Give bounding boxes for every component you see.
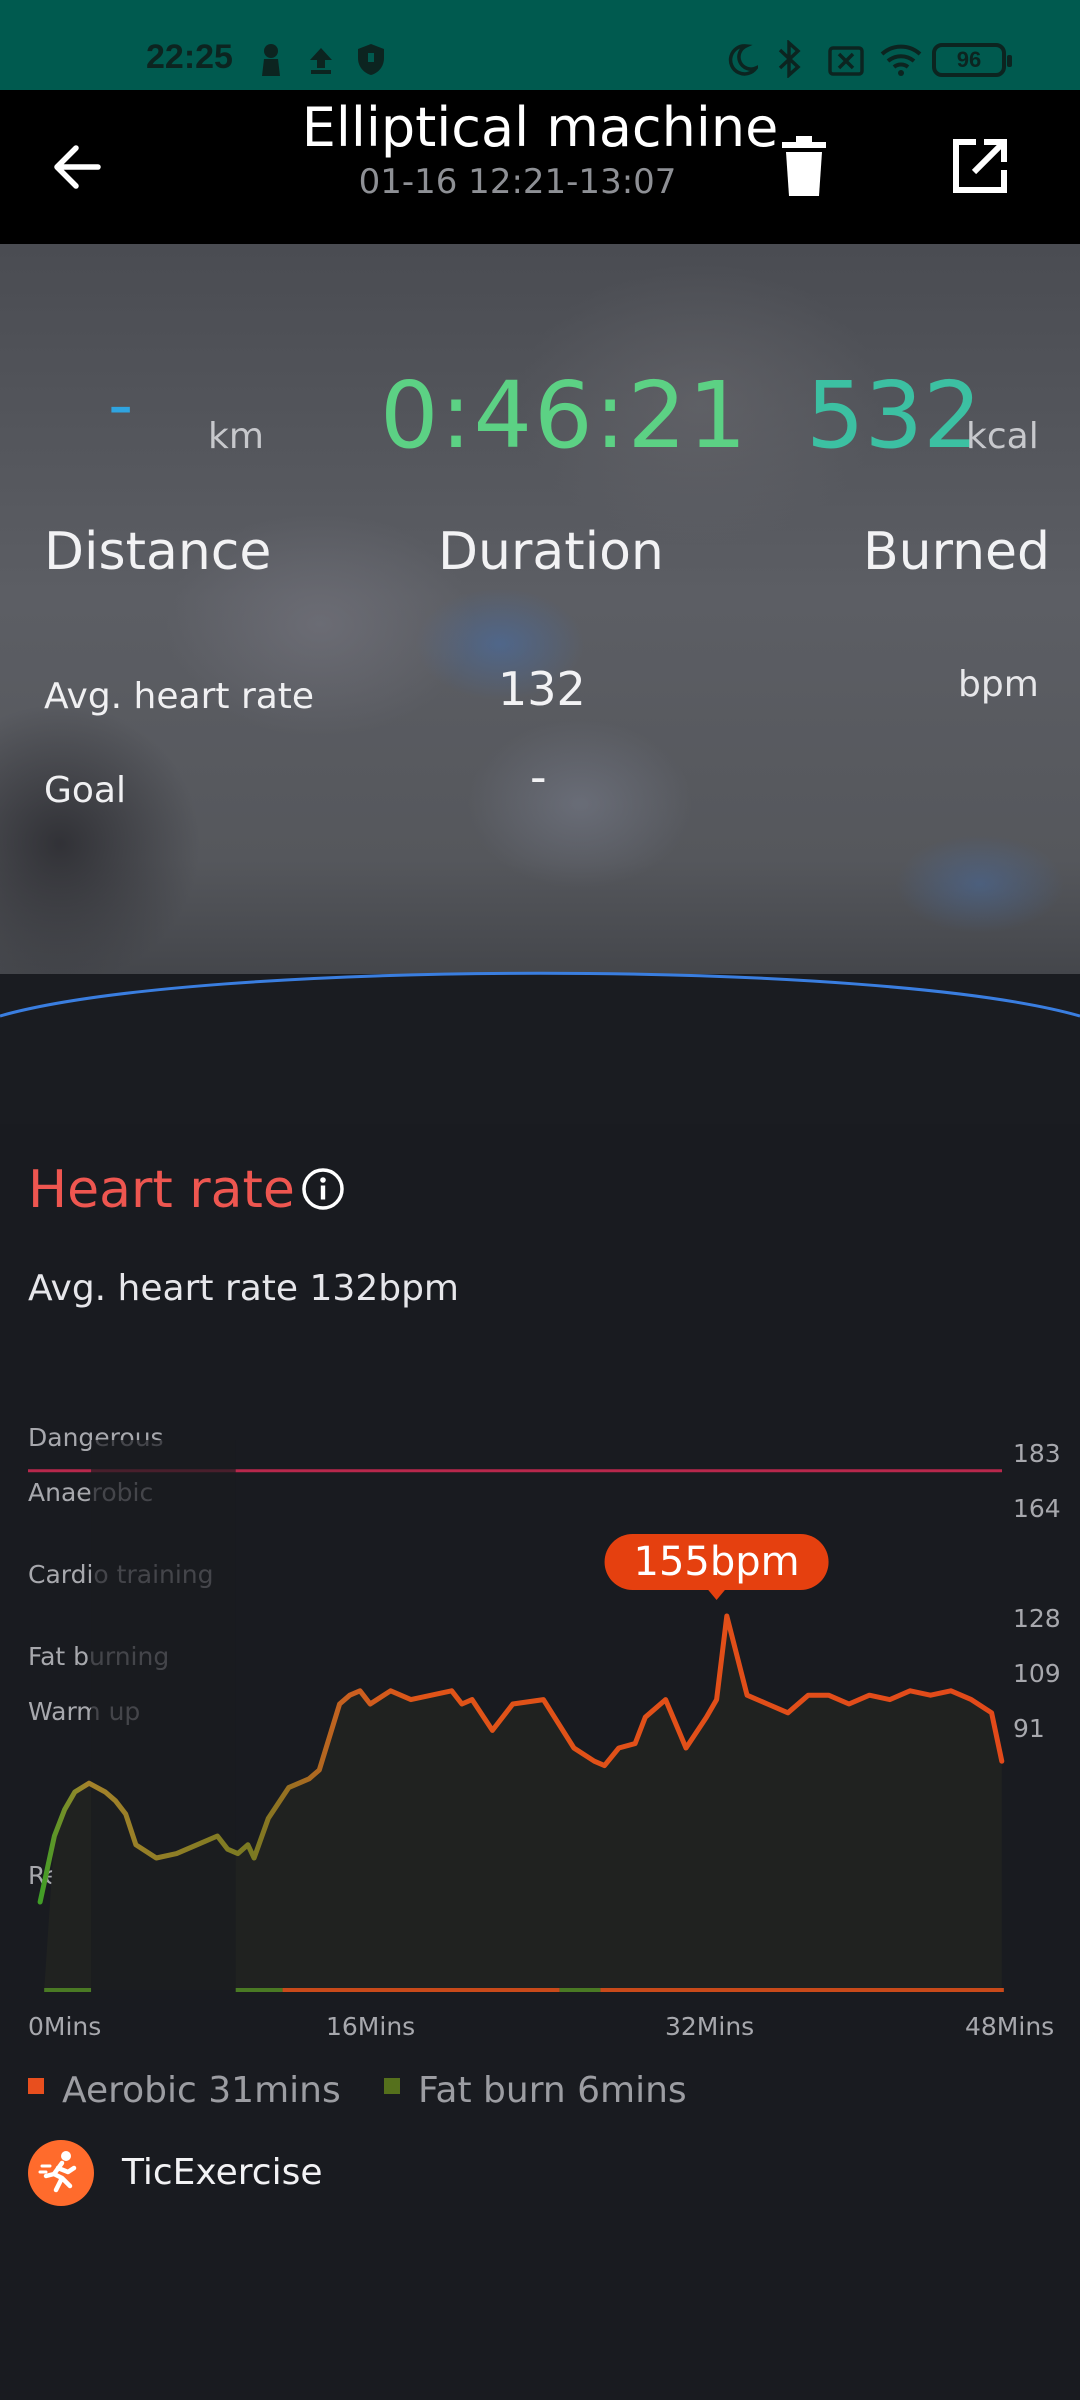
legend-fat-burn: Fat burn 6mins [418,2070,687,2111]
page-title: Elliptical machine [301,96,779,159]
y-tick-label: 183 [1013,1439,1061,1468]
no-sim-icon [828,46,864,76]
x-tick-label: 48Mins [965,2012,1054,2041]
distance-label: Distance [44,522,272,582]
goal-value: - [530,750,547,804]
wifi-icon [880,44,922,76]
distance-value: - [108,364,134,446]
status-time: 22:25 [146,38,233,76]
bluetooth-icon [778,40,801,78]
peak-badge-label: 155bpm [634,1539,800,1585]
x-tick-label: 0Mins [28,2012,101,2041]
y-tick-label: 109 [1013,1659,1061,1688]
share-button[interactable] [950,136,1010,196]
info-icon[interactable] [300,1166,346,1212]
goal-label: Goal [44,770,126,811]
avg-heart-rate-value: 132 [498,662,586,716]
delete-button[interactable] [776,134,832,200]
heart-rate-area [44,1616,1002,1990]
ticexercise-app-icon [28,2140,94,2206]
shield-icon [358,44,384,75]
calories-value: 532 [806,362,982,469]
chart-gap-band [91,1440,236,1990]
app-name: TicExercise [122,2152,323,2193]
heart-rate-line [37,1613,1005,1905]
back-button[interactable] [40,130,114,204]
y-tick-label: 91 [1013,1714,1045,1743]
heart-rate-average-text: Avg. heart rate 132bpm [28,1268,459,1309]
status-bar: 22:25 96 [0,0,1080,90]
distance-unit: km [208,416,264,457]
banner-arc [0,971,1080,1124]
aerobic-legend-swatch [28,2078,44,2094]
duration-label: Duration [438,522,664,582]
x-tick-label: 16Mins [326,2012,415,2041]
y-tick-label: 128 [1013,1604,1061,1633]
workout-summary-banner: - km 0:46:21 532 kcal Distance Duration … [0,244,1080,1124]
calories-unit: kcal [966,416,1039,457]
avg-heart-rate-label: Avg. heart rate [44,676,315,717]
heart-rate-title: Heart rate [28,1160,295,1220]
y-tick-label: 164 [1013,1494,1061,1523]
legend-aerobic: Aerobic 31mins [62,2070,341,2111]
peak-badge-pointer [706,1588,727,1600]
burned-label: Burned [863,522,1051,582]
fat-burn-legend-swatch [384,2078,400,2094]
upload-icon [310,48,332,74]
peak-badge [604,1534,829,1590]
person-icon [262,44,280,76]
workout-time-range: 01-16 12:21-13:07 [358,162,677,202]
avg-heart-rate-unit: bpm [958,664,1039,705]
top-bar: Elliptical machine 01-16 12:21-13:07 [0,90,1080,244]
battery-indicator: 96 [932,43,1012,77]
runner-icon [38,2151,77,2193]
moon-icon [728,44,758,76]
x-tick-label: 32Mins [665,2012,754,2041]
duration-value: 0:46:21 [380,362,749,469]
